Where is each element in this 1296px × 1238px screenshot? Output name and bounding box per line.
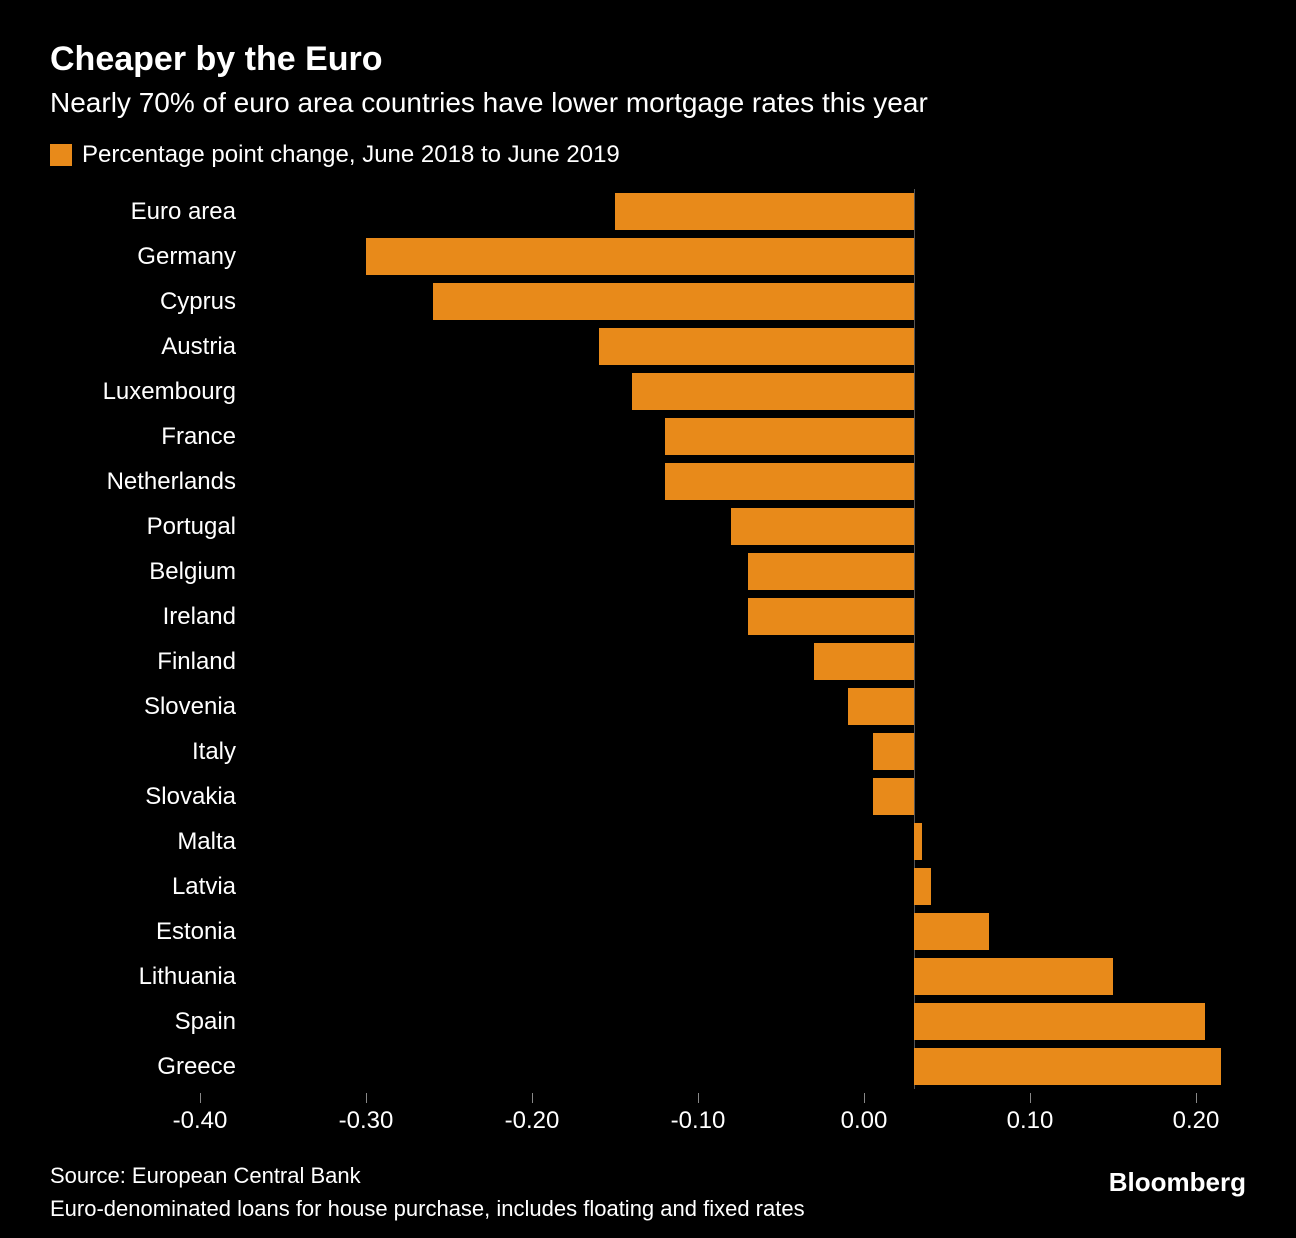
y-axis-label: Luxembourg	[50, 369, 250, 414]
bar-row	[250, 819, 1246, 864]
y-axis-labels: Euro areaGermanyCyprusAustriaLuxembourgF…	[50, 189, 250, 1089]
bar-row	[250, 369, 1246, 414]
x-tick	[864, 1093, 865, 1103]
y-axis-label: Estonia	[50, 909, 250, 954]
bar-row	[250, 234, 1246, 279]
y-axis-label: Netherlands	[50, 459, 250, 504]
bar	[914, 868, 931, 905]
bars-container	[250, 189, 1246, 1089]
bar	[914, 958, 1113, 995]
bar	[599, 328, 914, 365]
bar	[914, 1003, 1205, 1040]
bar-row	[250, 999, 1246, 1044]
x-axis-label: 0.10	[1007, 1107, 1054, 1135]
bar-row	[250, 954, 1246, 999]
y-axis-label: Ireland	[50, 594, 250, 639]
x-tick	[1196, 1093, 1197, 1103]
bar-row	[250, 909, 1246, 954]
bar	[665, 418, 914, 455]
bar-row	[250, 774, 1246, 819]
chart-subtitle: Nearly 70% of euro area countries have l…	[50, 87, 1246, 119]
y-axis-label: Austria	[50, 324, 250, 369]
x-axis: -0.40-0.30-0.20-0.100.000.100.20	[200, 1093, 1196, 1143]
bar-row	[250, 549, 1246, 594]
bar	[665, 463, 914, 500]
x-tick	[366, 1093, 367, 1103]
y-axis-label: Cyprus	[50, 279, 250, 324]
chart-title: Cheaper by the Euro	[50, 40, 1246, 79]
bar	[873, 778, 915, 815]
bar	[632, 373, 914, 410]
legend-label: Percentage point change, June 2018 to Ju…	[82, 141, 620, 169]
legend-swatch	[50, 144, 72, 166]
y-axis-label: Slovakia	[50, 774, 250, 819]
chart-footer: Source: European Central Bank Euro-denom…	[50, 1159, 1246, 1225]
x-axis-label: -0.10	[671, 1107, 726, 1135]
footer-note: Euro-denominated loans for house purchas…	[50, 1192, 1246, 1225]
y-axis-label: Lithuania	[50, 954, 250, 999]
bar	[914, 913, 989, 950]
y-axis-label: Latvia	[50, 864, 250, 909]
brand-label: Bloomberg	[1109, 1167, 1246, 1198]
bar	[615, 193, 914, 230]
x-axis-label: -0.20	[505, 1107, 560, 1135]
y-axis-label: Spain	[50, 999, 250, 1044]
x-axis-label: -0.40	[173, 1107, 228, 1135]
bar	[433, 283, 914, 320]
bar-row	[250, 189, 1246, 234]
y-axis-label: Portugal	[50, 504, 250, 549]
bar	[748, 553, 914, 590]
bar	[814, 643, 914, 680]
bar-row	[250, 639, 1246, 684]
y-axis-label: Slovenia	[50, 684, 250, 729]
x-axis-label: -0.30	[339, 1107, 394, 1135]
y-axis-label: Euro area	[50, 189, 250, 234]
y-axis-label: Germany	[50, 234, 250, 279]
bar-row	[250, 459, 1246, 504]
bar-row	[250, 594, 1246, 639]
bar-row	[250, 729, 1246, 774]
legend: Percentage point change, June 2018 to Ju…	[50, 141, 1246, 169]
plot-area	[250, 189, 1246, 1089]
bar-row	[250, 414, 1246, 459]
footer-source: Source: European Central Bank	[50, 1159, 1246, 1192]
bar-row	[250, 504, 1246, 549]
bar	[366, 238, 914, 275]
bar	[873, 733, 915, 770]
y-axis-label: Belgium	[50, 549, 250, 594]
x-axis-label: 0.00	[841, 1107, 888, 1135]
x-tick	[1030, 1093, 1031, 1103]
x-tick	[200, 1093, 201, 1103]
y-axis-label: Italy	[50, 729, 250, 774]
bar	[748, 598, 914, 635]
bar	[731, 508, 914, 545]
bar	[848, 688, 914, 725]
bar	[914, 1048, 1221, 1085]
y-axis-label: Greece	[50, 1044, 250, 1089]
chart-area: Euro areaGermanyCyprusAustriaLuxembourgF…	[50, 189, 1246, 1089]
x-axis-label: 0.20	[1173, 1107, 1220, 1135]
bar-row	[250, 1044, 1246, 1089]
y-axis-label: Malta	[50, 819, 250, 864]
bar-row	[250, 684, 1246, 729]
bar-row	[250, 864, 1246, 909]
bar	[914, 823, 922, 860]
bar-row	[250, 324, 1246, 369]
x-tick	[532, 1093, 533, 1103]
y-axis-label: Finland	[50, 639, 250, 684]
y-axis-label: France	[50, 414, 250, 459]
bar-row	[250, 279, 1246, 324]
x-tick	[698, 1093, 699, 1103]
